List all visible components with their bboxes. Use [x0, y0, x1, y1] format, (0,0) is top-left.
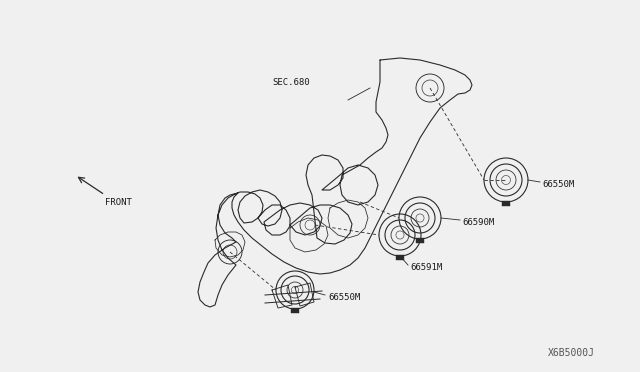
Text: X6B5000J: X6B5000J: [548, 348, 595, 358]
Text: 66550M: 66550M: [328, 292, 360, 301]
FancyBboxPatch shape: [291, 308, 299, 313]
Text: 66591M: 66591M: [410, 263, 442, 273]
Text: 66550M: 66550M: [542, 180, 574, 189]
Text: 66590M: 66590M: [462, 218, 494, 227]
FancyBboxPatch shape: [396, 255, 404, 260]
Text: FRONT: FRONT: [105, 198, 132, 207]
FancyBboxPatch shape: [502, 201, 510, 206]
FancyBboxPatch shape: [416, 238, 424, 243]
Text: SEC.680: SEC.680: [272, 78, 310, 87]
